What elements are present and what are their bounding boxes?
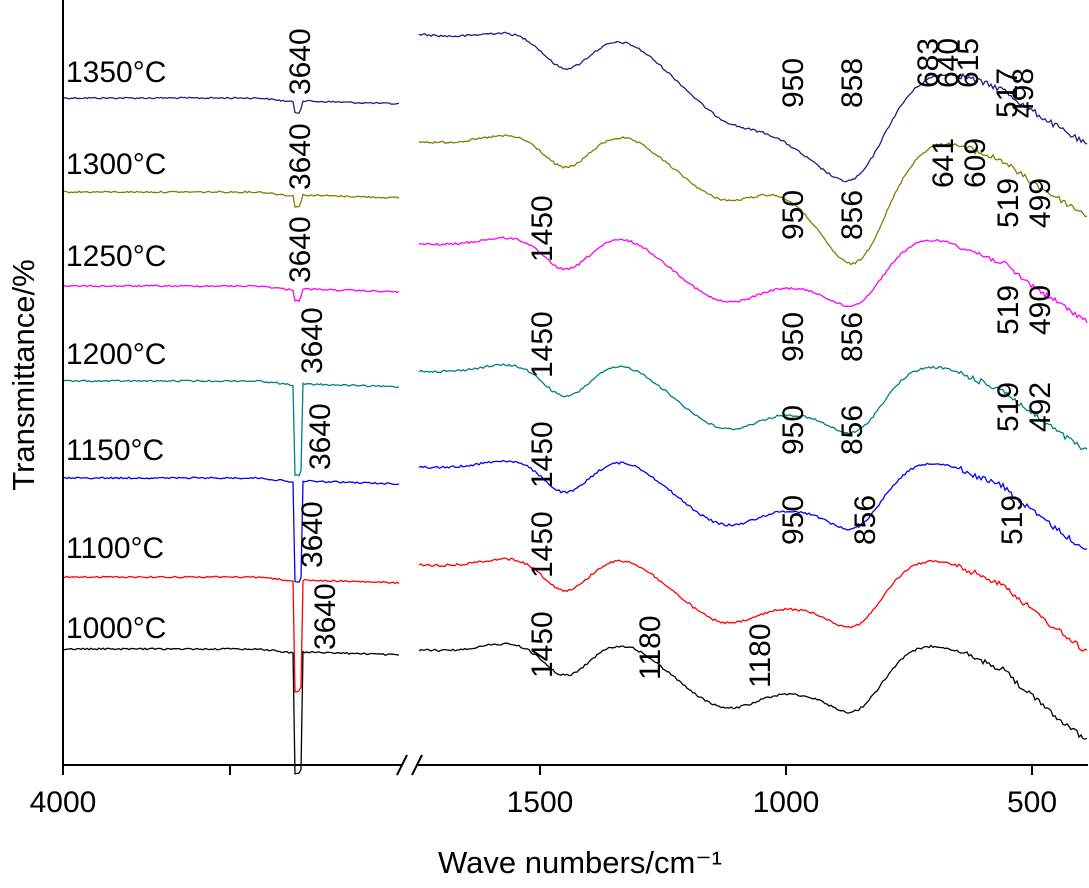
peak-label: 519 (992, 382, 1025, 432)
series-line-left (62, 379, 400, 477)
peak-label: 950 (777, 58, 810, 108)
peak-label: 950 (777, 190, 810, 240)
peak-label: 3640 (284, 123, 317, 190)
peak-label: 950 (777, 405, 810, 455)
peak-label: 1450 (526, 611, 559, 678)
peak-label: 3640 (284, 28, 317, 95)
peak-label: 1450 (526, 195, 559, 262)
series-line-right (418, 363, 1088, 451)
series-line-left (62, 284, 400, 303)
peak-label: 499 (1024, 178, 1057, 228)
x-tick-label: 4000 (30, 786, 97, 819)
peak-label: 519 (992, 178, 1025, 228)
axes (62, 0, 1088, 776)
series-line-right (418, 236, 1088, 324)
series-lines (62, 31, 1088, 775)
peak-label: 856 (836, 190, 869, 240)
x-tick-label: 1500 (507, 786, 574, 819)
series-line-left (62, 96, 400, 114)
axis-break-mark (396, 754, 408, 776)
series-line-left (62, 190, 400, 208)
peak-label: 1450 (526, 421, 559, 488)
series-label: 1300°C (66, 148, 166, 181)
series-label: 1350°C (66, 56, 166, 89)
series-label: 1250°C (66, 240, 166, 273)
peak-label: 640 (932, 38, 965, 88)
peak-label: 615 (952, 38, 985, 88)
series-line-right (418, 557, 1088, 652)
axis-break-mark (411, 754, 423, 776)
series-line-right (418, 31, 1088, 183)
peak-label: 683 (912, 38, 945, 88)
peak-label: 1450 (526, 311, 559, 378)
peak-label: 1180 (634, 615, 667, 680)
peak-label: 858 (836, 58, 869, 108)
peak-label: 1180 (744, 623, 777, 688)
series-line-right (418, 134, 1088, 266)
peak-label: 609 (959, 138, 992, 188)
peak-label: 3640 (284, 216, 317, 283)
series-label: 1150°C (66, 434, 164, 467)
series-label: 1000°C (66, 612, 166, 645)
x-axis-title: Wave numbers/cm⁻¹ (438, 845, 722, 880)
peak-label: 856 (836, 312, 869, 362)
peak-label: 856 (849, 495, 882, 545)
peak-label: 3640 (304, 403, 337, 470)
peak-label: 492 (1024, 382, 1057, 432)
series-label: 1100°C (66, 532, 164, 565)
peak-label: 490 (1024, 285, 1057, 335)
x-tick-label: 1000 (753, 786, 820, 819)
peak-label: 3640 (296, 307, 329, 374)
peak-label: 3640 (309, 583, 342, 650)
series-line-right (418, 642, 1088, 740)
peak-label: 519 (992, 285, 1025, 335)
peak-label: 3640 (296, 501, 329, 568)
series-line-right (418, 459, 1088, 550)
series-line-left (62, 575, 400, 693)
peak-label: 856 (836, 405, 869, 455)
peak-label: 1450 (526, 511, 559, 578)
x-tick-label: 500 (1007, 786, 1057, 819)
series-line-left (63, 476, 400, 583)
peak-label: 517 (991, 68, 1024, 118)
peak-label: 498 (1007, 68, 1040, 118)
peak-label: 519 (996, 495, 1029, 545)
series-line-left (62, 647, 400, 775)
y-axis-title: Transmittance/% (6, 259, 41, 490)
peak-label: 950 (777, 312, 810, 362)
series-label: 1200°C (66, 338, 166, 371)
peak-label: 641 (927, 138, 960, 188)
peak-label: 950 (777, 495, 810, 545)
chart-text: 4000 1500 1000 500 Wave numbers/cm⁻¹ Transmit… (6, 28, 1057, 880)
